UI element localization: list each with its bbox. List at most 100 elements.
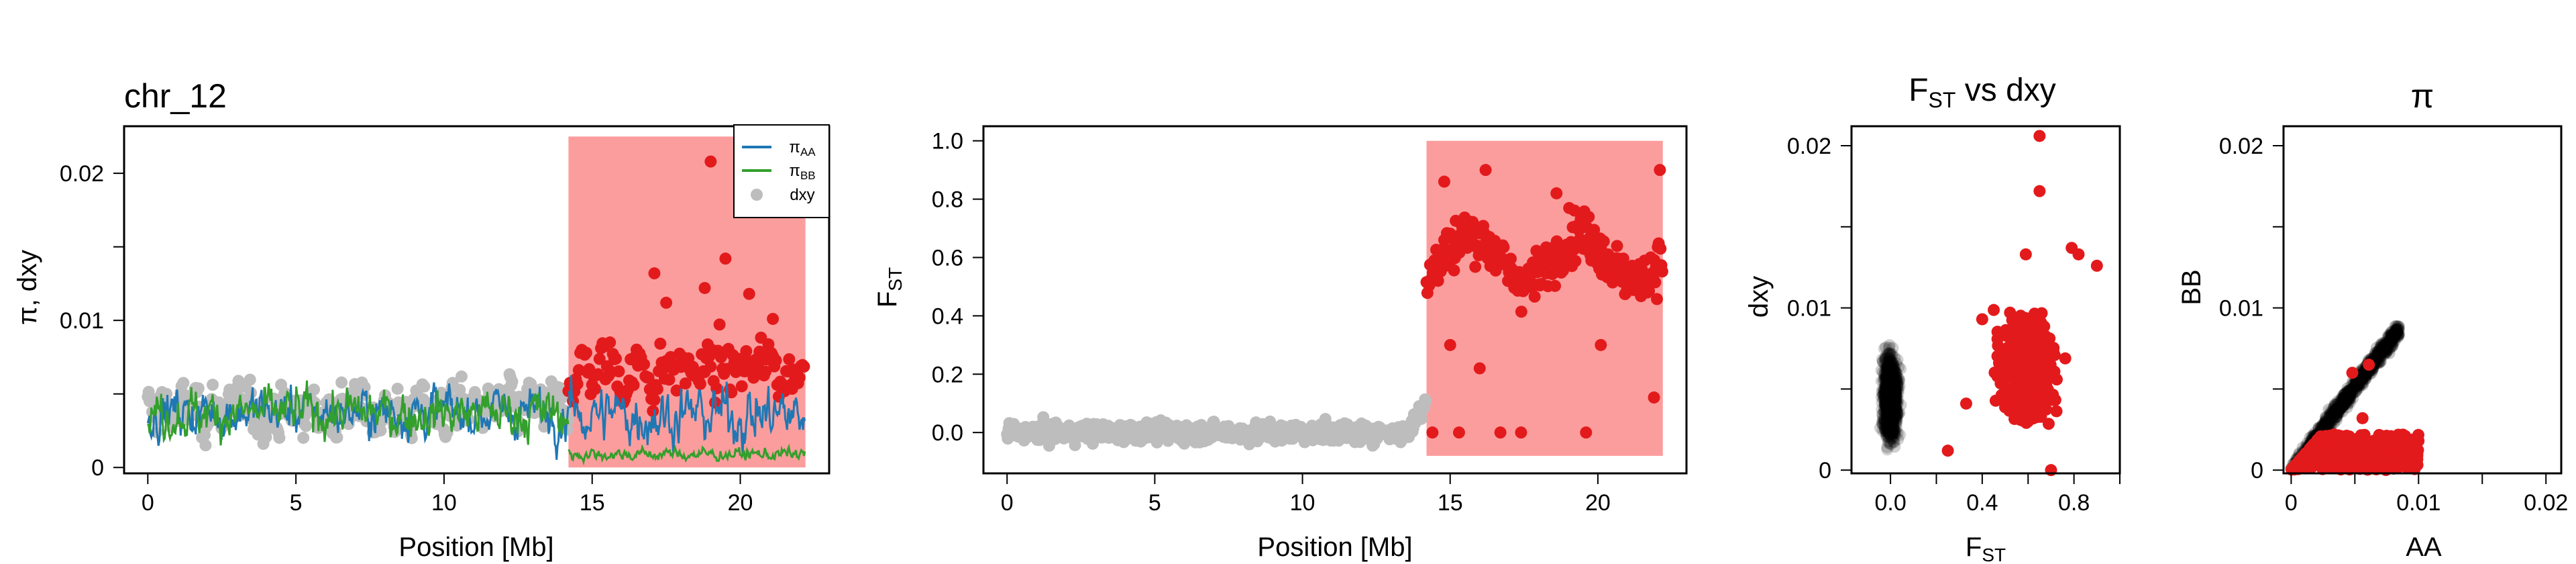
background-point <box>1887 432 1900 445</box>
background-point <box>1882 400 1894 413</box>
background-point <box>1886 423 1898 436</box>
background-point <box>1886 387 1898 400</box>
background-point <box>1882 389 1894 402</box>
dxy-point <box>192 382 205 395</box>
dxy-highlight-point <box>612 365 625 378</box>
background-point <box>1881 361 1894 373</box>
background-point <box>1889 384 1902 397</box>
fst-highlight-point <box>1444 338 1456 351</box>
x-axis-label: AA <box>2406 532 2442 562</box>
background-point <box>1888 402 1900 414</box>
fst-highlight-point <box>1438 175 1450 188</box>
background-point <box>1884 388 1896 401</box>
dxy-highlight-point <box>793 371 806 384</box>
background-point <box>1882 414 1894 426</box>
background-point <box>1887 398 1900 411</box>
background-point <box>1887 395 1900 408</box>
x-tick-label: 0.01 <box>2396 490 2440 516</box>
background-point <box>1886 402 1898 414</box>
background-point <box>1888 406 1900 419</box>
background-point <box>1888 412 1901 424</box>
legend-label-pi-aa-sub: AA <box>800 146 816 158</box>
y-tick-label: 0 <box>2251 458 2263 483</box>
dxy-point <box>331 431 343 444</box>
background-point <box>1886 425 1898 438</box>
x-axis-label: FST <box>1966 532 2006 564</box>
background-point <box>1890 383 1902 395</box>
dxy-highlight-point <box>648 267 661 280</box>
dxy-highlight-point <box>589 383 602 395</box>
fst-highlight-point <box>1597 235 1610 248</box>
legend-label-pi-aa: πAA <box>789 138 816 158</box>
x-tick-label: 0.4 <box>1966 490 1998 516</box>
pi-bb-line <box>568 443 806 466</box>
island-point <box>2090 259 2103 272</box>
island-point <box>1960 397 1972 410</box>
background-point <box>1878 397 1891 410</box>
dxy-highlight-point <box>604 336 616 349</box>
background-point <box>1876 396 1888 409</box>
island-point <box>2372 449 2385 462</box>
dxy-highlight-point <box>713 318 726 331</box>
x-axis-label: Position [Mb] <box>398 532 553 562</box>
dxy-highlight-point <box>638 358 651 371</box>
background-point <box>1886 378 1899 391</box>
background-point <box>1894 399 1907 412</box>
pi-aa-line <box>146 382 570 460</box>
legend-label-pi-bb-main: π <box>789 162 800 180</box>
background-point <box>2339 397 2352 410</box>
background-point <box>1884 393 1897 406</box>
dxy-highlight-point <box>642 371 655 384</box>
background-point <box>1887 369 1900 382</box>
dxy-highlight-point <box>663 373 676 386</box>
dxy-highlight-point <box>654 337 667 350</box>
island-point <box>2363 359 2375 371</box>
background-point <box>1885 387 1898 400</box>
island-point <box>2011 361 2024 373</box>
island-point <box>2324 432 2337 445</box>
background-point <box>1884 376 1896 389</box>
background-point <box>1883 397 1896 410</box>
background-point <box>1879 425 1892 438</box>
island-point <box>2377 430 2390 442</box>
background-point <box>1890 409 1902 422</box>
x-tick-label: 0.0 <box>1874 490 1906 516</box>
background-point <box>1890 408 1903 420</box>
background-point <box>1886 409 1899 422</box>
background-point <box>1882 393 1894 406</box>
background-point <box>1886 428 1899 440</box>
background-point <box>1883 393 1896 406</box>
background-point <box>1886 404 1899 416</box>
dxy-highlight-point <box>735 380 748 393</box>
fst-highlight-point <box>1611 240 1623 252</box>
fst-highlight-point <box>1461 242 1474 254</box>
background-point <box>1879 379 1892 391</box>
background-point <box>1884 373 1896 385</box>
background-point <box>1885 384 1898 397</box>
background-point <box>1882 361 1895 373</box>
island-point <box>1999 401 2012 414</box>
y-axis-label: BB <box>2177 269 2206 305</box>
dxy-highlight-point <box>648 393 661 406</box>
dxy-highlight-point <box>571 377 584 390</box>
dxy-point <box>160 387 173 400</box>
background-point <box>1890 395 1902 408</box>
background-point <box>1884 397 1896 410</box>
island-point <box>2391 432 2404 444</box>
background-point <box>1881 348 1894 361</box>
background-point <box>1880 397 1893 410</box>
legend-label-pi-bb-sub: BB <box>800 169 816 182</box>
background-point <box>1879 363 1892 375</box>
background-point <box>1884 377 1897 389</box>
background-point <box>1884 387 1896 400</box>
dxy-point <box>335 376 348 389</box>
island-point <box>2356 412 2369 424</box>
background-point <box>1884 363 1896 375</box>
background-point <box>1889 409 1902 422</box>
background-point <box>1886 412 1898 425</box>
dxy-highlight-point <box>651 383 663 395</box>
background-point <box>1882 385 1894 398</box>
background-point <box>1880 387 1892 400</box>
background-point <box>1880 397 1893 410</box>
